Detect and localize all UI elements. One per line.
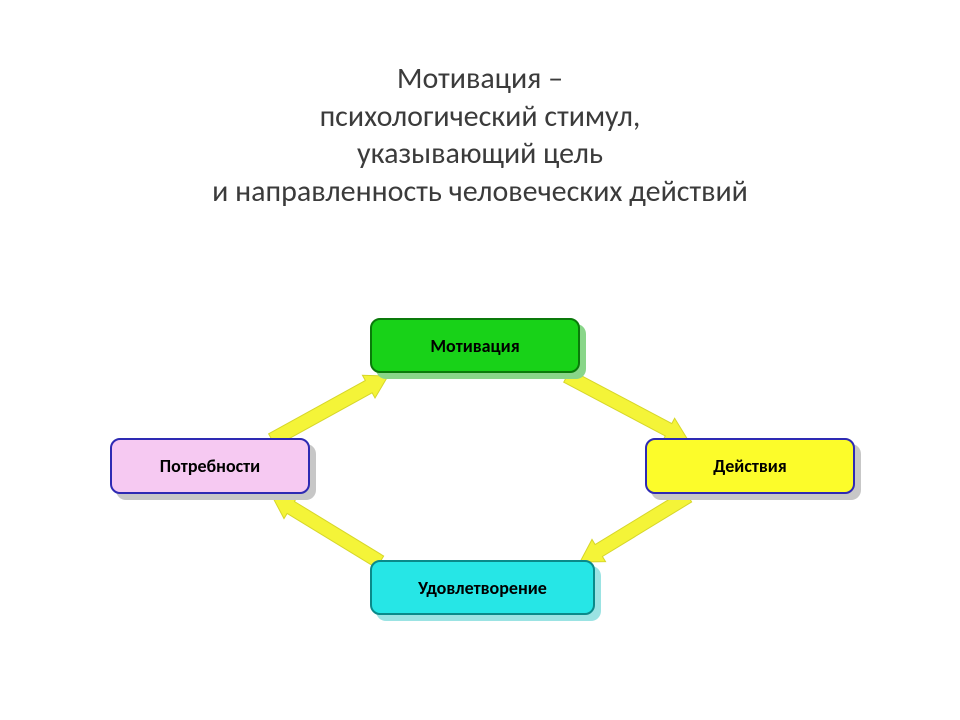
slide: Мотивация –психологический стимул,указыв… <box>0 0 960 720</box>
arrow-actions-to-satisfaction <box>580 490 692 562</box>
node-label-motivation: Мотивация <box>430 335 519 357</box>
arrow-satisfaction-to-needs <box>272 496 384 568</box>
node-motivation: Мотивация <box>370 318 580 373</box>
arrow-motivation-to-actions <box>564 370 688 441</box>
node-label-needs: Потребности <box>160 455 260 477</box>
node-satisfaction: Удовлетворение <box>370 560 595 615</box>
node-label-satisfaction: Удовлетворение <box>418 577 547 599</box>
arrow-needs-to-motivation <box>269 375 388 446</box>
slide-title: Мотивация –психологический стимул,указыв… <box>0 60 960 210</box>
node-label-actions: Действия <box>713 455 787 477</box>
node-actions: Действия <box>645 438 855 494</box>
node-needs: Потребности <box>110 438 310 494</box>
